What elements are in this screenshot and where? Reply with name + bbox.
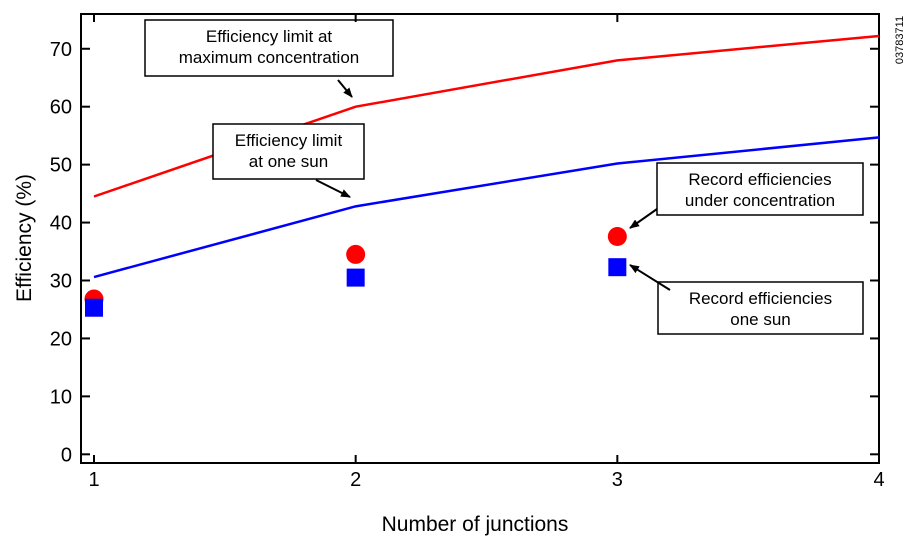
- one-sun-record-point: [346, 268, 365, 287]
- x-axis-title: Number of junctions: [382, 513, 569, 536]
- y-tick-label: 20: [50, 328, 72, 350]
- y-tick-label: 70: [50, 39, 72, 61]
- y-tick-label: 40: [50, 213, 72, 235]
- plot-frame: [80, 13, 880, 464]
- one-sun-record-point: [85, 298, 103, 317]
- annotation-arrow: [629, 264, 671, 291]
- annotation-arrow: [315, 179, 351, 198]
- x-tick-label: 4: [873, 469, 884, 491]
- annotation-arrow: [629, 208, 658, 229]
- annotation-callout: Efficiency limit at maximum concentration: [144, 19, 394, 98]
- annotation-text: Record efficiencies: [689, 289, 832, 308]
- one-sun-limit-line: [93, 136, 880, 279]
- annotation-text: under concentration: [685, 191, 835, 210]
- annotation-callout: Efficiency limit at one sun: [212, 123, 365, 198]
- annotation-text: Record efficiencies: [688, 170, 831, 189]
- one-sun-record-point: [608, 258, 627, 277]
- annotation-text: Efficiency limit: [235, 131, 343, 150]
- x-tick-label: 1: [88, 469, 99, 491]
- x-tick-label: 2: [350, 469, 361, 491]
- y-tick-label: 50: [50, 155, 72, 177]
- annotation-box: [144, 19, 394, 77]
- annotation-callout: Record efficiencies one sun: [629, 264, 864, 335]
- x-tick-label: 3: [612, 469, 623, 491]
- annotation-box: [212, 123, 365, 180]
- y-tick-label: 30: [50, 271, 72, 293]
- annotation-text: Efficiency limit at: [206, 27, 333, 46]
- y-tick-label: 0: [61, 444, 72, 466]
- annotation-text: at one sun: [249, 152, 328, 171]
- y-tick-label: 10: [50, 386, 72, 408]
- annotation-text: one sun: [730, 310, 791, 329]
- annotation-callout: Record efficiencies under concentration: [629, 162, 864, 229]
- annotation-arrow: [337, 79, 353, 98]
- annotation-box: [656, 162, 864, 216]
- y-tick-label: 60: [50, 97, 72, 119]
- annotation-text: maximum concentration: [179, 48, 359, 67]
- figure-id-label: 03783711: [894, 16, 906, 64]
- annotation-box: [657, 281, 864, 335]
- concentration-record-point: [346, 244, 366, 264]
- y-axis-title: Efficiency (%): [13, 174, 36, 302]
- concentration-record-point: [607, 226, 627, 246]
